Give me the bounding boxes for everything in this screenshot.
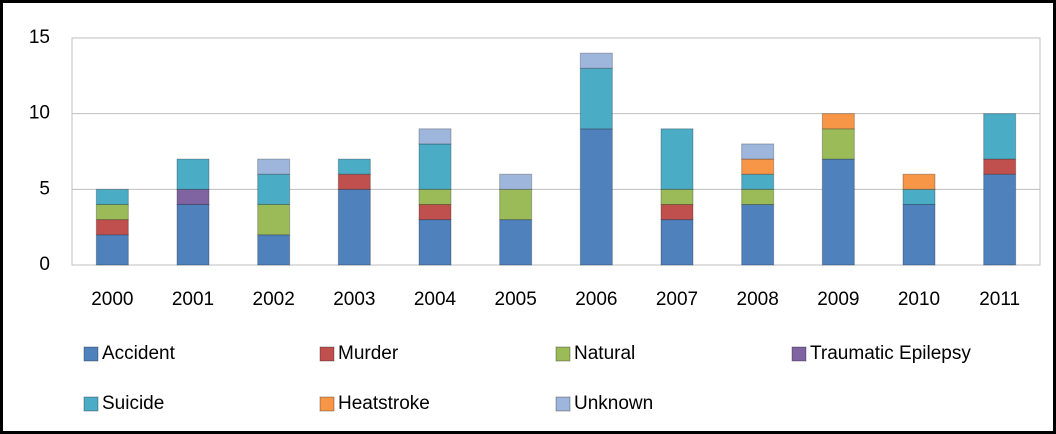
x-tick-label: 2000: [91, 289, 133, 310]
y-tick-label: 5: [39, 178, 50, 199]
legend-label: Unknown: [574, 393, 653, 414]
y-tick-label: 15: [29, 27, 50, 48]
bar-segment: [418, 128, 452, 145]
legend-swatch: [83, 396, 99, 412]
x-tick-label: 2011: [979, 289, 1020, 310]
bar-segment: [741, 203, 775, 266]
legend-swatch: [319, 396, 335, 412]
bar-segment: [821, 158, 855, 266]
x-tick-label: 2006: [575, 289, 617, 310]
bar-segment: [983, 113, 1017, 160]
legend-swatch: [791, 346, 807, 362]
bar-segment: [176, 203, 210, 266]
bar-segment: [741, 173, 775, 190]
y-tick-label: 0: [39, 254, 50, 275]
x-tick-label: 2009: [817, 289, 859, 310]
bar-segment: [499, 219, 533, 266]
x-tick-label: 2001: [172, 289, 214, 310]
bar-segment: [418, 219, 452, 266]
legend-label: Natural: [574, 343, 635, 364]
bar-segment: [741, 188, 775, 205]
bar-segment: [257, 173, 291, 205]
bar-segment: [741, 158, 775, 175]
bar-segment: [418, 188, 452, 205]
x-tick-label: 2004: [414, 289, 457, 310]
bar-segment: [337, 188, 371, 266]
bar-segment: [499, 188, 533, 221]
x-tick-label: 2003: [333, 289, 375, 310]
bar-segment: [418, 203, 452, 221]
bar-segment: [902, 173, 936, 190]
legend-label: Accident: [102, 343, 176, 364]
bar-segment: [257, 158, 291, 175]
x-tick-label: 2007: [656, 289, 698, 310]
bar-segment: [95, 219, 129, 236]
bar-segment: [176, 188, 210, 205]
x-tick-label: 2005: [495, 289, 537, 310]
bar-segment: [499, 173, 533, 190]
bar-segment: [741, 143, 775, 160]
bar-segment: [821, 113, 855, 130]
bar-segment: [660, 128, 694, 190]
legend-label: Suicide: [102, 393, 164, 414]
legend-swatch: [555, 396, 571, 412]
bar-segment: [337, 158, 371, 175]
bar-segment: [579, 128, 613, 266]
legend-swatch: [83, 346, 99, 362]
x-tick-label: 2008: [737, 289, 779, 310]
bar-segment: [418, 143, 452, 190]
bar-segment: [660, 188, 694, 205]
bar-segment: [902, 203, 936, 266]
bar-segment: [176, 158, 210, 190]
bar-segment: [983, 158, 1017, 175]
bar-segment: [95, 188, 129, 205]
legend-label: Traumatic Epilepsy: [810, 343, 971, 364]
bar-segment: [257, 203, 291, 236]
bar-segment: [95, 234, 129, 266]
bar-segment: [902, 188, 936, 205]
legend-swatch: [319, 346, 335, 362]
legend-swatch: [555, 346, 571, 362]
y-tick-label: 10: [29, 103, 50, 124]
bar-segment: [660, 203, 694, 221]
bar-segment: [95, 203, 129, 221]
bar-segment: [579, 67, 613, 130]
bar-segment: [579, 52, 613, 69]
legend-label: Murder: [338, 343, 399, 364]
x-tick-label: 2002: [253, 289, 295, 310]
x-tick-label: 2010: [898, 289, 940, 310]
bar-segment: [821, 128, 855, 160]
legend-label: Heatstroke: [338, 393, 430, 414]
bar-segment: [337, 173, 371, 190]
bar-segment: [257, 234, 291, 266]
bar-segment: [660, 219, 694, 266]
bar-segment: [983, 173, 1017, 266]
